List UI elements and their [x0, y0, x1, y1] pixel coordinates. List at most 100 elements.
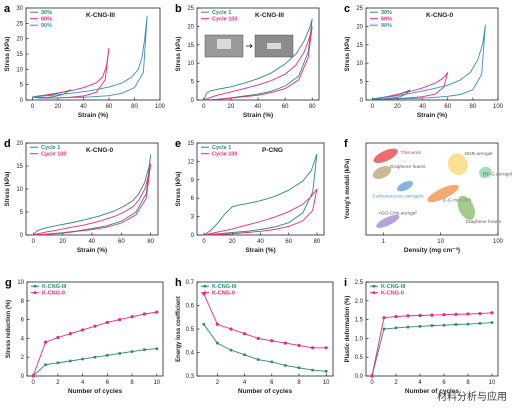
panel-letter: a [4, 3, 11, 15]
y-tick-label: 0.0 [355, 374, 364, 380]
x-tick-label: 0 [202, 239, 206, 245]
legend-label: Cycle 1 [41, 145, 60, 151]
data-point [229, 348, 233, 352]
y-tick-label: 15 [187, 141, 194, 147]
series-line [203, 26, 313, 101]
x-tick-label: 100 [493, 104, 504, 110]
panel-d: d 0 20 40 60 80 0 5 10 15 20 Strain (%) Stress (kPa)… [4, 138, 159, 254]
data-point [382, 327, 386, 331]
x-tick-label: 60 [118, 239, 125, 245]
y-tick-label: 0.5 [186, 327, 195, 333]
y-tick-label: 5 [191, 80, 195, 86]
legend-label: 90% [41, 23, 52, 29]
y-tick-label: 0.4 [186, 351, 195, 357]
y-tick-label: 4 [21, 336, 25, 342]
x-tick-label: 8 [466, 380, 470, 386]
data-point [454, 323, 458, 326]
panel-i: i 0 2 4 6 8 10 0.0 0.5 1.0 1.5 2.0 2.5 Number of cycl… [344, 277, 499, 395]
data-point [394, 314, 398, 319]
series-line [371, 322, 493, 377]
legend-label: 90% [381, 23, 392, 29]
x-tick-label: 4 [81, 380, 85, 386]
x-tick-label: 0 [32, 239, 36, 245]
x-axis-label: Strain (%) [77, 247, 107, 254]
y-axis-label: Stress (kPa) [176, 172, 182, 207]
x-tick-label: 100 [155, 104, 166, 110]
y-tick-label: 30 [16, 6, 23, 12]
panel-h: h 2 4 6 8 10 0.3 0.4 0.5 0.6 0.7 Number of cycles En… [175, 277, 334, 395]
panel-a: a 0 20 40 60 80 100 0 5 10 15 20 25 30 Strain (%) Stres… [4, 3, 166, 119]
series-line [203, 293, 327, 349]
series-line [372, 72, 449, 100]
series-line [204, 188, 318, 236]
data-point [44, 363, 47, 367]
data-point [394, 326, 398, 330]
region-ellipse [457, 195, 475, 220]
data-point [466, 322, 470, 326]
data-point [370, 374, 374, 378]
panel-title: P-CNG [262, 147, 283, 154]
legend-label: 30% [381, 10, 392, 16]
legend-label: K-CNG-0 [212, 291, 235, 297]
legend-label: Cycle 1 [212, 10, 231, 16]
legend-label: K-CNG-III [212, 284, 237, 290]
plot-frame [365, 142, 499, 236]
y-tick-label: 10 [16, 67, 23, 73]
region-label: C-G monolith [443, 198, 472, 204]
series-line [32, 15, 148, 99]
x-tick-label: 80 [314, 239, 321, 245]
region-label: Graphene foams [465, 219, 501, 225]
x-tick-label: 40 [255, 104, 262, 110]
data-point [418, 325, 422, 328]
panel-c: c 0 20 40 60 80 100 0 5 10 15 20 25 Strain (%) Stress … [344, 3, 504, 119]
data-point [478, 311, 482, 316]
x-tick-label: 60 [282, 104, 289, 110]
y-tick-label: 0 [191, 233, 195, 239]
legend-label: Cycle 100 [212, 152, 237, 158]
y-tick-label: 5 [20, 210, 24, 216]
y-tick-label: 25 [187, 6, 194, 12]
data-point [430, 313, 434, 317]
panel-title: K-CNG-III [86, 12, 115, 19]
x-axis-label: Density (mg cm⁻³) [404, 247, 460, 254]
data-point [270, 339, 274, 343]
y-tick-label: 10 [16, 187, 23, 193]
y-tick-label: 0.6 [186, 304, 195, 310]
data-point [270, 360, 274, 364]
y-tick-label: 25 [16, 21, 23, 27]
series-line [203, 324, 327, 372]
region-ellipse [427, 184, 459, 203]
y-tick-label: 15 [356, 43, 363, 49]
legend-label: 60% [41, 17, 52, 23]
y-tick-label: 3 [191, 215, 195, 221]
y-axis-label: Plastic deformation (%) [345, 296, 351, 363]
data-point [418, 313, 422, 318]
panel-letter: b [175, 3, 182, 15]
x-tick-label: 0 [32, 380, 36, 386]
data-point [284, 364, 287, 367]
y-axis-label: Stress (kPa) [5, 37, 11, 72]
data-point [490, 311, 494, 315]
x-tick-label: 20 [229, 239, 236, 245]
y-tick-label: 8 [21, 299, 25, 305]
x-tick-label: 8 [297, 380, 301, 386]
data-point [215, 322, 219, 326]
legend-marker [33, 284, 37, 288]
plot-frame [365, 281, 499, 377]
x-tick-label: 0 [370, 380, 374, 386]
data-point [216, 341, 219, 345]
y-tick-label: 25 [356, 6, 363, 12]
region-label: Carbonaceous aerogels [373, 193, 425, 199]
x-axis-label: Strain (%) [245, 247, 275, 254]
legend-marker [372, 284, 376, 288]
data-point [118, 352, 122, 355]
x-tick-label: 20 [55, 104, 62, 110]
x-tick-label: 60 [285, 239, 292, 245]
y-tick-label: 6 [21, 318, 25, 324]
data-point [297, 366, 301, 370]
panel-e: e 0 20 40 60 80 0 3 6 9 12 15 Strain (%) Stress (kPa)… [175, 138, 325, 254]
y-tick-label: 10 [17, 280, 24, 286]
x-tick-label: 1 [382, 239, 386, 245]
y-tick-label: 5 [20, 83, 24, 89]
